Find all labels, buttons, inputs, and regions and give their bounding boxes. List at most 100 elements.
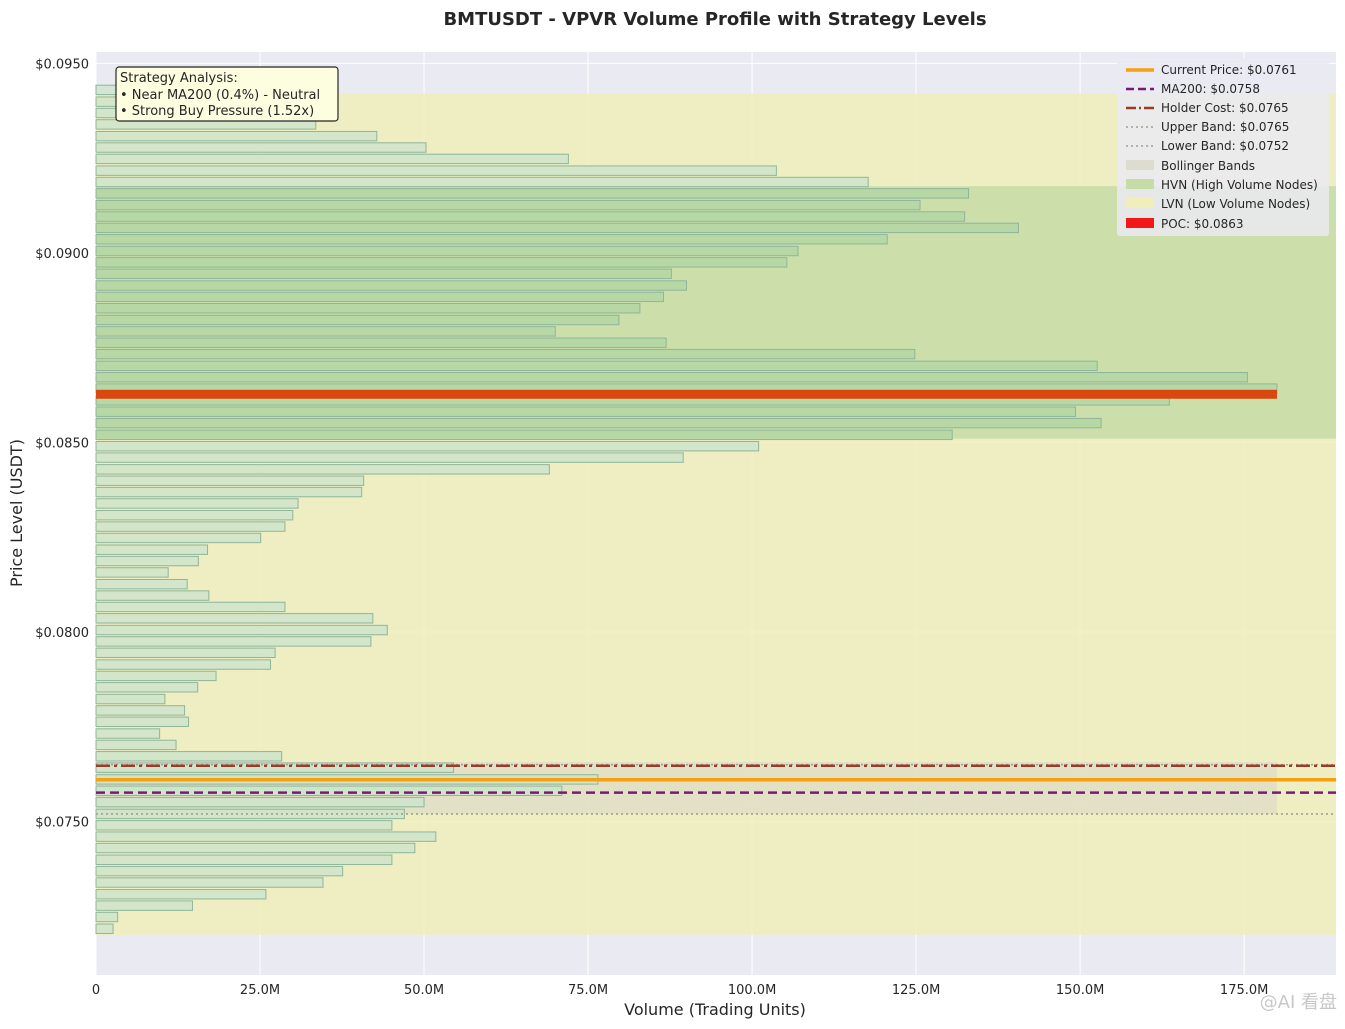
volume-bar-61 <box>95 222 1019 234</box>
volume-bar-12 <box>95 785 563 796</box>
chart-title: BMTUSDT - VPVR Volume Profile with Strat… <box>443 9 986 30</box>
volume-bar-36 <box>95 509 294 521</box>
volume-bar-52 <box>95 326 556 337</box>
legend-label-current: Current Price: $0.0761 <box>1161 63 1297 77</box>
legend-label-hvn: HVN (High Volume Nodes) <box>1161 178 1318 192</box>
volume-bar-60 <box>95 234 888 245</box>
volume-bar-28 <box>95 601 286 613</box>
legend-swatch-bollinger <box>1126 160 1154 170</box>
legend-label-lvn: LVN (Low Volume Nodes) <box>1161 197 1310 211</box>
watermark: @AI 看盘 <box>1260 992 1337 1013</box>
legend-swatch-hvn <box>1126 179 1154 189</box>
volume-bar-24 <box>95 647 276 659</box>
y-tick-label-1: $0.0800 <box>35 626 89 641</box>
annotation-line-3: • Strong Buy Pressure (1.52x) <box>120 104 314 119</box>
legend-label-ma200: MA200: $0.0758 <box>1161 82 1260 96</box>
volume-bar-26 <box>95 624 388 636</box>
y-tick-label-3: $0.0900 <box>35 247 89 262</box>
volume-bar-14 <box>95 762 455 773</box>
volume-bar-6 <box>95 854 393 865</box>
legend-label-holder: Holder Cost: $0.0765 <box>1161 101 1289 115</box>
volume-bar-0 <box>95 923 114 934</box>
volume-bar-35 <box>95 521 286 532</box>
volume-bar-22 <box>95 670 217 682</box>
volume-bar-55 <box>95 291 665 303</box>
volume-bar-20 <box>95 693 166 705</box>
volume-bar-37 <box>95 498 299 509</box>
legend-label-upper: Upper Band: $0.0765 <box>1161 120 1289 134</box>
volume-bar-1 <box>95 911 119 923</box>
volume-bar-21 <box>95 682 199 693</box>
annotation-box <box>115 66 339 122</box>
volume-bar-67 <box>95 153 569 165</box>
volume-bar-5 <box>95 865 344 877</box>
volume-bar-65 <box>95 176 869 188</box>
x-tick-label-3: 75.0M <box>568 983 608 998</box>
volume-bar-25 <box>95 636 372 647</box>
volume-bar-34 <box>95 532 262 544</box>
volume-bar-69 <box>95 130 378 142</box>
volume-bar-68 <box>95 142 427 153</box>
volume-bar-4 <box>95 877 324 888</box>
y-axis-label: Price Level (USDT) <box>7 439 26 587</box>
strategy-annotation: Strategy Analysis: • Near MA200 (0.4%) -… <box>115 66 339 122</box>
volume-bar-45 <box>95 406 1077 417</box>
volume-bar-9 <box>95 820 393 831</box>
volume-bar-59 <box>95 245 799 257</box>
x-tick-label-1: 25.0M <box>240 983 280 998</box>
x-axis-label: Volume (Trading Units) <box>624 1000 806 1019</box>
volume-bar-58 <box>95 257 788 268</box>
y-tick-label-0: $0.0750 <box>35 815 89 830</box>
volume-bar-11 <box>95 796 425 808</box>
volume-bar-32 <box>95 555 199 567</box>
legend-label-lower: Lower Band: $0.0752 <box>1161 139 1289 153</box>
x-tick-label-2: 50.0M <box>404 983 444 998</box>
volume-bar-17 <box>95 728 161 739</box>
volume-bar-7 <box>95 842 416 854</box>
legend-swatch-poc <box>1126 218 1154 228</box>
legend-label-bollinger: Bollinger Bands <box>1161 159 1255 173</box>
volume-bar-29 <box>95 590 210 601</box>
legend-swatch-lvn <box>1126 198 1154 208</box>
volume-bar-33 <box>95 544 209 555</box>
volume-bar-39 <box>95 475 365 486</box>
volume-bar-43 <box>95 429 953 441</box>
volume-bar-40 <box>95 464 550 475</box>
volume-bar-30 <box>95 578 188 590</box>
y-tick-label-2: $0.0850 <box>35 436 89 451</box>
legend: Current Price: $0.0761 MA200: $0.0758 Ho… <box>1117 58 1329 236</box>
x-tick-label-0: 0 <box>92 983 100 998</box>
legend-box <box>1117 58 1329 236</box>
annotation-line-1: Strategy Analysis: <box>120 71 238 86</box>
volume-bar-49 <box>95 360 1098 372</box>
strategy-lines <box>96 763 1336 815</box>
annotation-line-2: • Near MA200 (0.4%) - Neutral <box>120 88 320 103</box>
x-tick-label-4: 100.0M <box>728 983 776 998</box>
volume-bar-42 <box>95 441 760 452</box>
volume-bar-23 <box>95 659 272 670</box>
x-tick-label-6: 150.0M <box>1056 983 1104 998</box>
volume-bar-15 <box>95 751 283 762</box>
volume-bar-18 <box>95 716 190 727</box>
volume-bar-48 <box>95 372 1248 383</box>
volume-bar-2 <box>95 900 193 911</box>
volume-bar-41 <box>95 452 684 463</box>
volume-bar-63 <box>95 199 921 211</box>
volume-bar-19 <box>95 705 186 716</box>
volume-bar-44 <box>95 417 1102 429</box>
volume-bar-16 <box>95 739 177 751</box>
volume-bar-56 <box>95 280 687 291</box>
legend-label-poc: POC: $0.0863 <box>1161 217 1244 231</box>
y-tick-label-4: $0.0950 <box>35 57 89 72</box>
volume-bar-66 <box>95 165 777 176</box>
volume-bar-3 <box>95 889 267 900</box>
x-tick-label-5: 125.0M <box>892 983 940 998</box>
volume-bar-54 <box>95 303 641 314</box>
volume-bar-62 <box>95 211 966 222</box>
volume-bar-50 <box>95 348 916 360</box>
volume-bar-64 <box>95 188 970 199</box>
axis-ticks: 0 25.0M 50.0M 75.0M 100.0M 125.0M 150.0M 175.0M… <box>35 57 1268 998</box>
volume-bar-53 <box>95 314 620 326</box>
x-tick-label-7: 175.0M <box>1220 983 1268 998</box>
